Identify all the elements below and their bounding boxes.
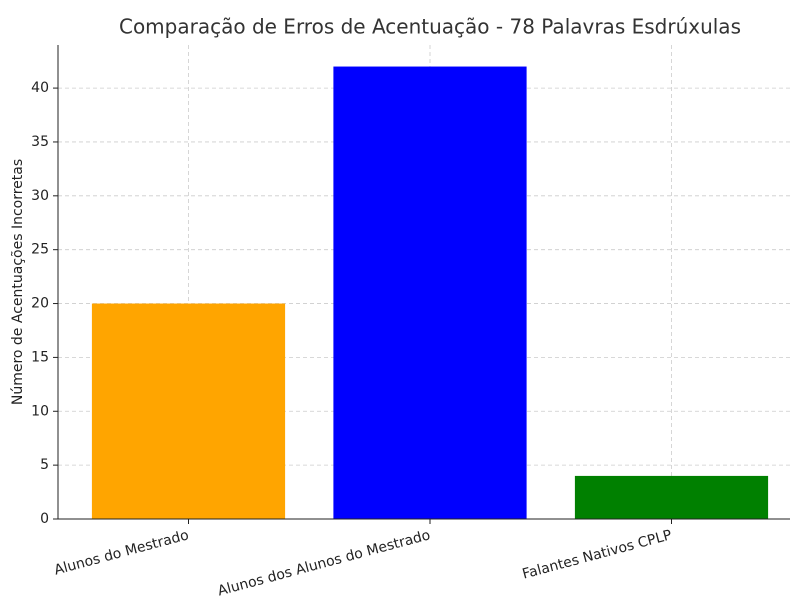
y-tick-label: 15: [31, 349, 49, 365]
y-tick-label: 20: [31, 296, 49, 312]
y-tick-label: 35: [31, 134, 49, 150]
x-tick-label: Falantes Nativos CPLP: [521, 527, 674, 582]
x-tick-label: Alunos dos Alunos do Mestrado: [216, 527, 432, 599]
y-tick-label: 5: [40, 457, 49, 473]
bar: [333, 66, 527, 519]
y-tick-label: 10: [31, 403, 49, 419]
x-tick-label: Alunos do Mestrado: [52, 527, 190, 578]
y-tick-label: 40: [31, 80, 49, 96]
chart-title: Comparação de Erros de Acentuação - 78 P…: [119, 15, 741, 39]
bar: [574, 475, 769, 519]
y-tick-label: 25: [31, 242, 49, 258]
y-tick-label: 30: [31, 188, 49, 204]
y-axis-label: Número de Acentuações Incorretas: [10, 159, 26, 405]
bar: [91, 303, 286, 519]
y-tick-label: 0: [40, 511, 49, 527]
